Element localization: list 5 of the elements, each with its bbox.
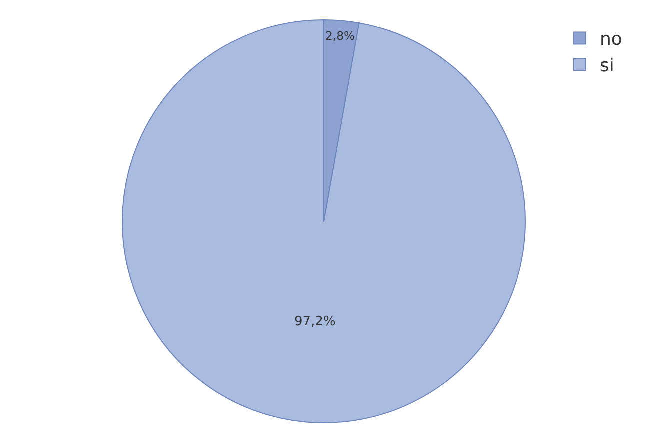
data-label: 2,8%	[325, 29, 356, 44]
data-label: 97,2%	[294, 314, 336, 330]
legend-label: si	[600, 56, 614, 77]
pie-slice	[122, 20, 526, 424]
legend-label: no	[600, 29, 622, 50]
